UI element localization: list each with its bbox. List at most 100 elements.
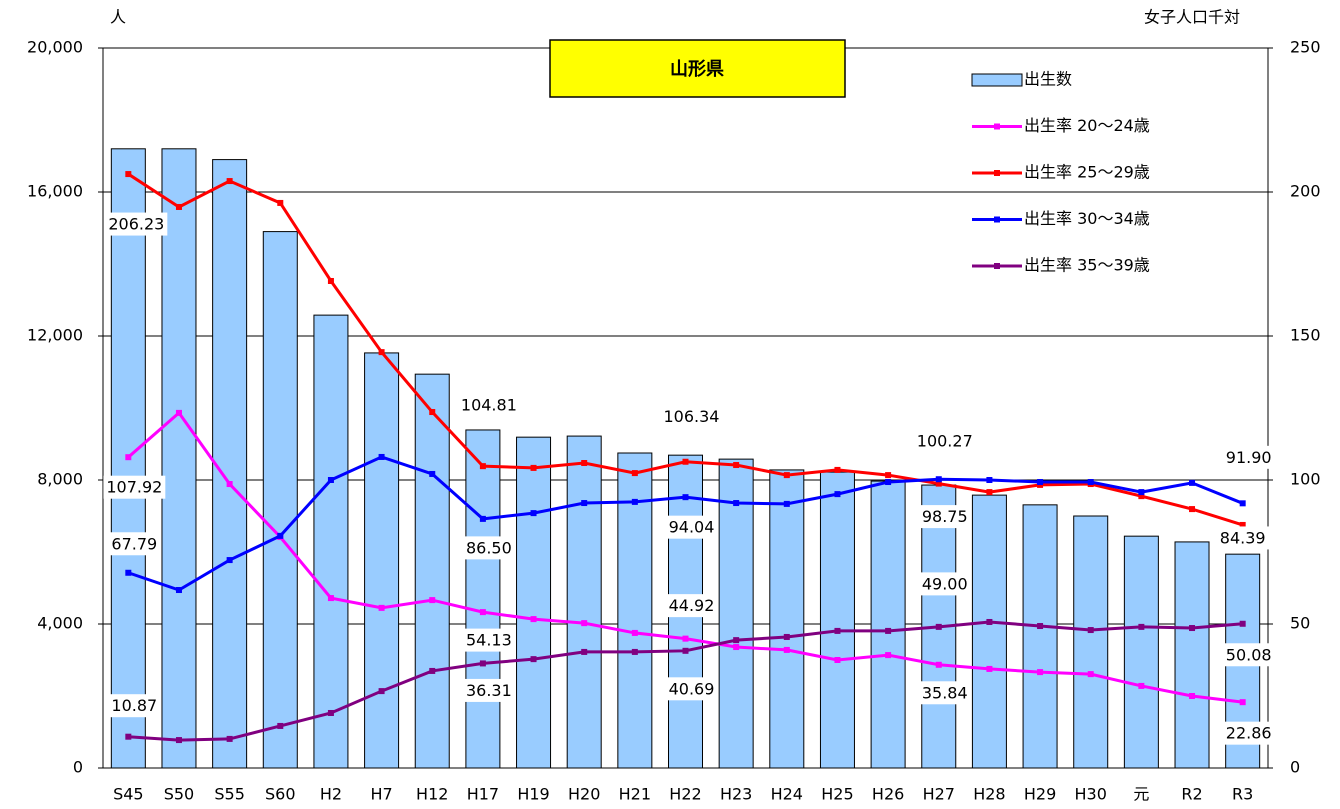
- y-tick-label: 20,000: [27, 38, 83, 57]
- x-tick-label: H29: [1024, 785, 1056, 804]
- marker: [175, 737, 182, 744]
- data-label-group: 36.31: [462, 678, 515, 702]
- x-tick-label: 元: [1133, 785, 1149, 804]
- marker: [733, 500, 740, 507]
- data-label: 36.31: [466, 681, 512, 700]
- data-label: 107.92: [106, 478, 162, 497]
- bar: [870, 480, 906, 769]
- bar: [465, 429, 501, 769]
- marker: [277, 199, 284, 206]
- y2-tick-label: 150: [1290, 326, 1321, 345]
- x-tick-label: H21: [619, 785, 651, 804]
- marker: [1239, 521, 1246, 528]
- x-tick-label: H2: [320, 785, 342, 804]
- y2-tick-label: 50: [1290, 614, 1310, 633]
- bar: [819, 471, 855, 769]
- marker: [530, 616, 537, 623]
- bar: [414, 373, 450, 769]
- legend-marker: [994, 216, 1000, 223]
- label-bg: [1216, 526, 1269, 550]
- marker: [733, 637, 740, 644]
- marker: [479, 515, 486, 522]
- legend-marker: [994, 263, 1000, 269]
- marker: [378, 349, 385, 356]
- marker: [1037, 623, 1044, 630]
- marker: [530, 656, 537, 663]
- data-label: 100.27: [917, 432, 973, 451]
- marker: [682, 635, 689, 642]
- marker: [378, 604, 385, 611]
- marker: [277, 722, 284, 729]
- data-label-group: 54.13: [462, 628, 515, 652]
- title-box: [549, 39, 846, 98]
- marker: [783, 472, 790, 479]
- label-bg: [108, 694, 161, 718]
- marker: [631, 470, 638, 477]
- data-label: 40.69: [669, 679, 715, 698]
- marker: [935, 476, 942, 483]
- data-label-group: 91.90: [1222, 445, 1275, 469]
- x-tick-label: H28: [973, 785, 1005, 804]
- label-bg: [1222, 721, 1275, 745]
- marker: [1138, 682, 1145, 689]
- marker: [327, 477, 334, 483]
- legend-label: 出生率 30～34歳: [1024, 209, 1150, 228]
- data-label-group: 206.23: [105, 212, 168, 236]
- label-bg: [918, 572, 971, 596]
- y2-tick-label: 250: [1290, 38, 1321, 57]
- x-tick-label: H26: [872, 785, 904, 804]
- legend-label: 出生率 20～24歳: [1024, 116, 1150, 135]
- y2-axis-label: 女子人口千対: [1144, 8, 1240, 27]
- label-bg: [913, 429, 976, 453]
- data-label: 86.50: [466, 538, 512, 557]
- marker: [631, 648, 638, 655]
- legend-label: 出生数: [1024, 70, 1072, 89]
- label-bg: [108, 532, 161, 556]
- marker: [935, 480, 942, 487]
- label-bg: [103, 475, 166, 499]
- data-label-group: 22.86: [1222, 721, 1275, 745]
- x-tick-label: S45: [113, 785, 144, 804]
- marker: [175, 409, 182, 416]
- marker: [479, 463, 486, 470]
- data-label-group: 49.00: [918, 572, 971, 596]
- y-tick-label: 16,000: [27, 182, 83, 201]
- marker: [1189, 506, 1196, 513]
- y2-tick-label: 200: [1290, 182, 1321, 201]
- marker: [125, 171, 132, 178]
- data-label-group: 106.34: [660, 405, 723, 429]
- marker: [125, 569, 132, 576]
- marker: [783, 646, 790, 653]
- marker: [1138, 623, 1145, 630]
- label-bg: [462, 628, 515, 652]
- data-label-group: 35.84: [918, 681, 971, 705]
- x-tick-label: H23: [720, 785, 752, 804]
- bar: [212, 159, 248, 769]
- data-label-group: 44.92: [665, 594, 718, 618]
- marker: [1138, 489, 1145, 496]
- marker: [631, 498, 638, 505]
- marker: [429, 470, 436, 477]
- x-tick-label: H30: [1075, 785, 1107, 804]
- bar: [718, 458, 754, 769]
- x-tick-label: R3: [1232, 785, 1253, 804]
- bar: [1123, 535, 1159, 769]
- marker: [429, 597, 436, 604]
- label-bg: [462, 536, 515, 560]
- data-label-group: 107.92: [103, 475, 166, 499]
- data-label: 67.79: [111, 534, 157, 553]
- bar: [1073, 515, 1109, 769]
- marker: [1239, 699, 1246, 706]
- marker: [1239, 500, 1246, 507]
- label-bg: [1222, 643, 1275, 667]
- label-bg: [462, 678, 515, 702]
- data-label-group: 98.75: [918, 505, 971, 529]
- label-bg: [665, 515, 718, 539]
- data-label-group: 40.69: [665, 677, 718, 701]
- y2-tick-label: 0: [1290, 758, 1300, 777]
- marker: [834, 627, 841, 634]
- legend-label: 出生率 35～39歳: [1024, 256, 1150, 275]
- label-bg: [665, 594, 718, 618]
- label-bg: [665, 677, 718, 701]
